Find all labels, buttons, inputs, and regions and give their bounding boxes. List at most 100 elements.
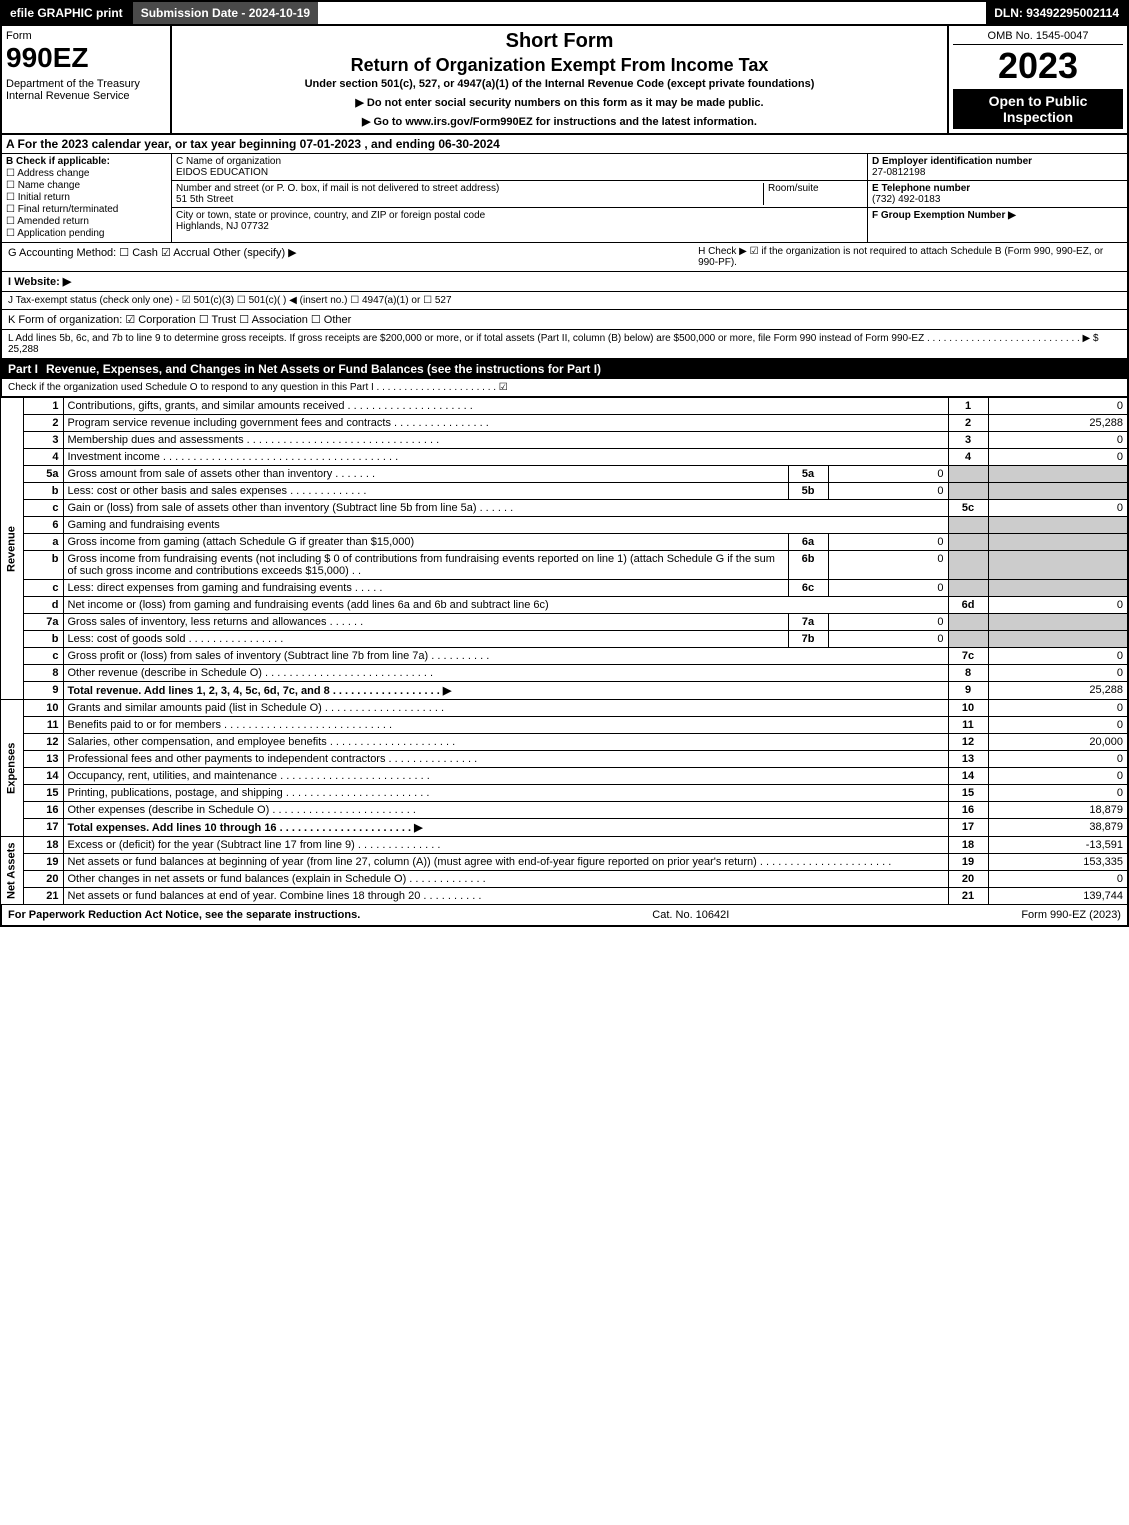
department: Department of the Treasury Internal Reve…	[6, 78, 166, 102]
ln: b	[23, 631, 63, 648]
nbox: 8	[948, 665, 988, 682]
ln: c	[23, 580, 63, 597]
cb-final[interactable]: ☐ Final return/terminated	[6, 204, 167, 215]
val: 0	[988, 665, 1128, 682]
table-row: 14Occupancy, rent, utilities, and mainte…	[1, 768, 1128, 785]
top-bar: efile GRAPHIC print Submission Date - 20…	[0, 0, 1129, 26]
ln: 21	[23, 888, 63, 905]
desc: Benefits paid to or for members . . . . …	[63, 717, 948, 734]
part-1-table: Revenue 1 Contributions, gifts, grants, …	[0, 397, 1129, 905]
table-row: 5a Gross amount from sale of assets othe…	[1, 466, 1128, 483]
subtitle: Under section 501(c), 527, or 4947(a)(1)…	[176, 78, 943, 90]
ln: 12	[23, 734, 63, 751]
nbox: 3	[948, 432, 988, 449]
footer: For Paperwork Reduction Act Notice, see …	[0, 905, 1129, 927]
grey	[948, 466, 988, 483]
desc: Less: cost of goods sold . . . . . . . .…	[63, 631, 788, 648]
part-1-header: Part I Revenue, Expenses, and Changes in…	[0, 359, 1129, 379]
ln: 9	[23, 682, 63, 700]
desc: Less: cost or other basis and sales expe…	[63, 483, 788, 500]
title-return: Return of Organization Exempt From Incom…	[176, 55, 943, 76]
table-row: a Gross income from gaming (attach Sched…	[1, 534, 1128, 551]
desc: Investment income . . . . . . . . . . . …	[63, 449, 948, 466]
header-left: Form 990EZ Department of the Treasury In…	[2, 26, 172, 133]
subval: 0	[828, 631, 948, 648]
cb-pending[interactable]: ☐ Application pending	[6, 228, 167, 239]
grey	[988, 614, 1128, 631]
grey	[988, 483, 1128, 500]
desc: Gross amount from sale of assets other t…	[63, 466, 788, 483]
note-link[interactable]: ▶ Go to www.irs.gov/Form990EZ for instru…	[176, 115, 943, 128]
grey	[988, 466, 1128, 483]
desc: Excess or (deficit) for the year (Subtra…	[63, 837, 948, 854]
val: -13,591	[988, 837, 1128, 854]
grey	[948, 614, 988, 631]
ln: b	[23, 551, 63, 580]
cb-amended[interactable]: ☐ Amended return	[6, 216, 167, 227]
nbox: 17	[948, 819, 988, 837]
ln: 17	[23, 819, 63, 837]
desc: Gross income from gaming (attach Schedul…	[63, 534, 788, 551]
row-gh: G Accounting Method: ☐ Cash ☑ Accrual Ot…	[0, 243, 1129, 272]
title-short-form: Short Form	[176, 30, 943, 53]
nbox: 15	[948, 785, 988, 802]
table-row: 11Benefits paid to or for members . . . …	[1, 717, 1128, 734]
cb-initial[interactable]: ☐ Initial return	[6, 192, 167, 203]
cb-name[interactable]: ☐ Name change	[6, 180, 167, 191]
desc: Gross income from fundraising events (no…	[63, 551, 788, 580]
section-a: A For the 2023 calendar year, or tax yea…	[0, 135, 1129, 154]
header-mid: Short Form Return of Organization Exempt…	[172, 26, 947, 133]
table-row: 7a Gross sales of inventory, less return…	[1, 614, 1128, 631]
val: 0	[988, 449, 1128, 466]
subval: 0	[828, 534, 948, 551]
tel-row: E Telephone number (732) 492-0183	[868, 181, 1127, 208]
line-i: I Website: ▶	[0, 272, 1129, 292]
form-number: 990EZ	[6, 42, 166, 74]
city-label: City or town, state or province, country…	[176, 210, 485, 221]
line-k: K Form of organization: ☑ Corporation ☐ …	[0, 310, 1129, 330]
desc: Other changes in net assets or fund bala…	[63, 871, 948, 888]
table-row: 3 Membership dues and assessments . . . …	[1, 432, 1128, 449]
ln: 16	[23, 802, 63, 819]
grey	[948, 534, 988, 551]
tax-year: 2023	[953, 45, 1123, 87]
expenses-label: Expenses	[1, 700, 23, 837]
val: 0	[988, 751, 1128, 768]
val: 25,288	[988, 415, 1128, 432]
nbox: 20	[948, 871, 988, 888]
ln: 14	[23, 768, 63, 785]
nbox: 9	[948, 682, 988, 700]
city-row: City or town, state or province, country…	[172, 208, 867, 234]
table-row: Revenue 1 Contributions, gifts, grants, …	[1, 398, 1128, 415]
ln: 2	[23, 415, 63, 432]
desc: Net income or (loss) from gaming and fun…	[63, 597, 948, 614]
omb-number: OMB No. 1545-0047	[953, 30, 1123, 45]
form-label: Form	[6, 30, 166, 42]
line-h: H Check ▶ ☑ if the organization is not r…	[698, 246, 1121, 268]
col-b: B Check if applicable: ☐ Address change …	[2, 154, 172, 242]
ln: c	[23, 500, 63, 517]
line-l-text: L Add lines 5b, 6c, and 7b to line 9 to …	[8, 333, 1121, 355]
desc-bold: Total revenue. Add lines 1, 2, 3, 4, 5c,…	[68, 685, 452, 697]
row-bcdef: B Check if applicable: ☐ Address change …	[0, 154, 1129, 243]
nbox: 21	[948, 888, 988, 905]
ln: b	[23, 483, 63, 500]
line-i-text: I Website: ▶	[8, 275, 71, 288]
grey	[948, 631, 988, 648]
netassets-label: Net Assets	[1, 837, 23, 905]
desc-bold: Total expenses. Add lines 10 through 16 …	[68, 822, 423, 834]
efile-print[interactable]: efile GRAPHIC print	[2, 2, 131, 24]
table-row: 17 Total expenses. Add lines 10 through 1…	[1, 819, 1128, 837]
cb-address[interactable]: ☐ Address change	[6, 168, 167, 179]
nbox: 10	[948, 700, 988, 717]
ln: 6	[23, 517, 63, 534]
desc: Contributions, gifts, grants, and simila…	[63, 398, 948, 415]
table-row: 21Net assets or fund balances at end of …	[1, 888, 1128, 905]
nbox: 7c	[948, 648, 988, 665]
val: 0	[988, 432, 1128, 449]
city: Highlands, NJ 07732	[176, 221, 269, 232]
grey	[948, 517, 988, 534]
val: 0	[988, 597, 1128, 614]
table-row: 16Other expenses (describe in Schedule O…	[1, 802, 1128, 819]
note-ssn: ▶ Do not enter social security numbers o…	[176, 96, 943, 109]
